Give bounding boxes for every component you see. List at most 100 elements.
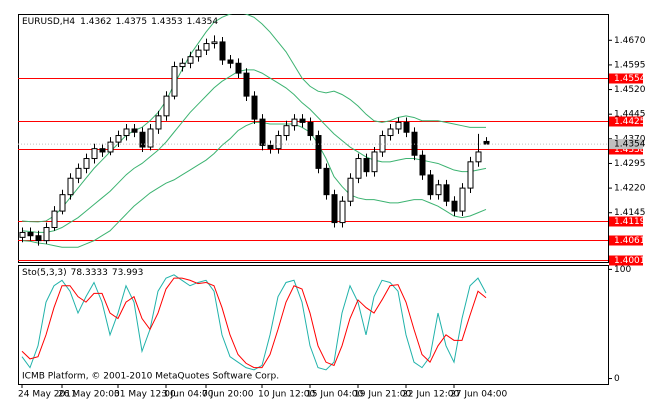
x-tick-label: 19 Jun 21:00 [354,390,411,400]
footer: ICMB Platform, © 2001-2010 MetaQuotes So… [22,372,279,382]
low: 1.4353 [151,17,183,27]
candle-body [259,118,266,146]
candle-body [187,56,194,64]
x-tick-label: 27 Jun 04:00 [450,390,507,400]
x-tick-label: 10 Jun 12:00 [258,390,315,400]
y-tick-label: 1.4220 [614,184,646,194]
close: 1.4354 [187,17,219,27]
high: 1.4375 [116,17,148,27]
x-tick-label: 24 May 2011 [18,390,77,400]
y-tick-label: 1.4670 [614,36,646,46]
x-tick-label: 31 May 12:00 [114,390,176,400]
candle-body [219,41,226,61]
stoch-main: 78.3333 [71,268,108,278]
main-plot [18,14,608,261]
candle-body [475,151,482,163]
candle-body [211,41,218,45]
candle-body [227,59,234,64]
candle-body [115,135,122,143]
level-label: 1.4001 [614,256,646,266]
x-tick-label: 15 Jun 04:00 [306,390,363,400]
candle-body [147,128,154,148]
level-label-bg [609,235,643,246]
overlay: EURUSD,H4 1.4362 1.4375 1.4353 1.4354 Sto(5,… [18,17,646,400]
candle-body [403,121,410,133]
candle-body [299,118,306,123]
candle-body [123,128,130,137]
candle-body [323,167,330,196]
sub-frame [18,265,609,385]
candle-body [83,158,90,169]
level-label: 1.4338 [614,145,646,155]
y-tick-label: 1.4595 [614,60,646,70]
candle-body [179,62,186,68]
stoch-tick-label: 100 [614,265,631,275]
candle-body [59,194,66,212]
candle-body [171,66,178,97]
candle-body [451,200,458,212]
x-tick-label: 22 Jun 12:00 [402,390,459,400]
candle-body [43,227,50,242]
level-label: 1.4119 [614,217,646,227]
candle-body [339,200,346,224]
level-label: 1.4061 [614,236,646,246]
header: EURUSD,H4 1.4362 1.4375 1.4353 1.4354 [22,17,218,27]
stoch-header: Sto(5,3,3) 78.3333 73.993 [22,268,143,278]
y-tick-label: 1.4520 [614,85,646,95]
stoch-label: Sto(5,3,3) [22,268,67,278]
candle-body [395,121,402,130]
level-label: 1.4425 [614,117,646,127]
y-tick-label: 1.4295 [614,159,646,169]
candle-body [467,161,474,189]
band-line [21,14,486,223]
candle-body [251,95,258,120]
candle-body [155,115,162,130]
candle-body [107,141,114,153]
candle-body [331,194,338,224]
x-tick-label: 3 Jun 04:00 [162,390,214,400]
candle-body [435,184,442,196]
candle-body [91,148,98,160]
candle-body [75,167,82,179]
candle-body [307,121,314,137]
band-line [21,69,487,233]
candle-body [267,144,274,150]
candle-body [443,184,450,202]
level-label-bg [609,216,643,227]
candle-body [19,231,26,238]
candle-body [35,235,42,242]
sub-plot [21,274,487,371]
candle-body [347,177,354,202]
x-tick-label: 7 Jun 20:00 [202,390,254,400]
candle-body [291,118,298,127]
stoch-line [21,274,487,371]
candle-body [283,125,290,137]
candle-body [51,210,58,229]
candle-body [139,131,146,148]
y-tick-label: 1.4445 [614,110,646,120]
candle-body [195,49,202,58]
candle-body [131,128,138,133]
candle-body [371,151,378,173]
candle-body [427,174,434,196]
candle-body [243,72,250,97]
candle-body [99,148,106,153]
candle-body [387,128,394,137]
stoch-tick-label: 0 [614,374,620,384]
stoch-signal: 73.993 [112,268,144,278]
candle-body [27,231,34,237]
candle-body [275,135,282,150]
candle-body [67,177,74,196]
level-label-bg [609,116,643,127]
candle-body [459,187,466,212]
candle-body [355,158,362,179]
symbol: EURUSD,H4 [22,17,75,27]
level-label: 1.4554 [614,74,646,84]
candle-body [315,135,322,169]
level-label-bg [609,255,643,266]
x-tick-label: 26 May 20:00 [58,390,120,400]
candle-body [235,62,242,74]
bid-label-bg [609,139,643,150]
